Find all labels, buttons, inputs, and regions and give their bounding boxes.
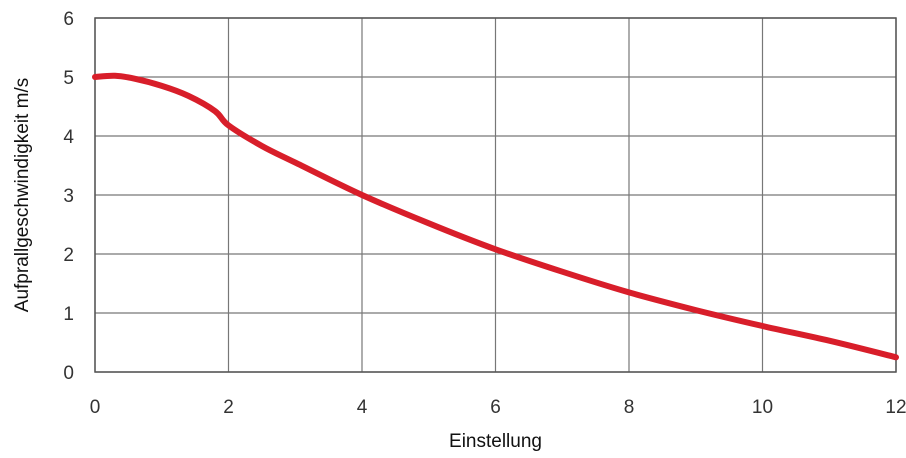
x-tick-label: 6 bbox=[490, 397, 501, 418]
y-tick-label: 6 bbox=[63, 9, 74, 30]
y-tick-label: 5 bbox=[63, 68, 74, 89]
y-tick-label: 1 bbox=[63, 304, 74, 325]
y-tick-label: 3 bbox=[63, 186, 74, 207]
y-tick-labels: 0 1 2 3 4 5 6 bbox=[63, 9, 74, 384]
x-tick-label: 10 bbox=[752, 397, 773, 418]
x-axis-label: Einstellung bbox=[449, 431, 542, 452]
x-tick-label: 4 bbox=[357, 397, 368, 418]
x-tick-label: 0 bbox=[90, 397, 101, 418]
y-axis-label: Aufprallgeschwindigkeit m/s bbox=[12, 78, 33, 312]
plot-frame bbox=[94, 17, 897, 373]
x-tick-label: 12 bbox=[885, 397, 906, 418]
x-tick-labels: 0 2 4 6 8 10 12 bbox=[90, 397, 906, 418]
series-line bbox=[92, 72, 899, 361]
x-tick-label: 8 bbox=[624, 397, 635, 418]
y-tick-label: 4 bbox=[63, 127, 74, 148]
y-tick-label: 0 bbox=[63, 363, 74, 384]
y-tick-label: 2 bbox=[63, 245, 74, 266]
grid bbox=[94, 17, 897, 373]
x-tick-label: 2 bbox=[223, 397, 234, 418]
